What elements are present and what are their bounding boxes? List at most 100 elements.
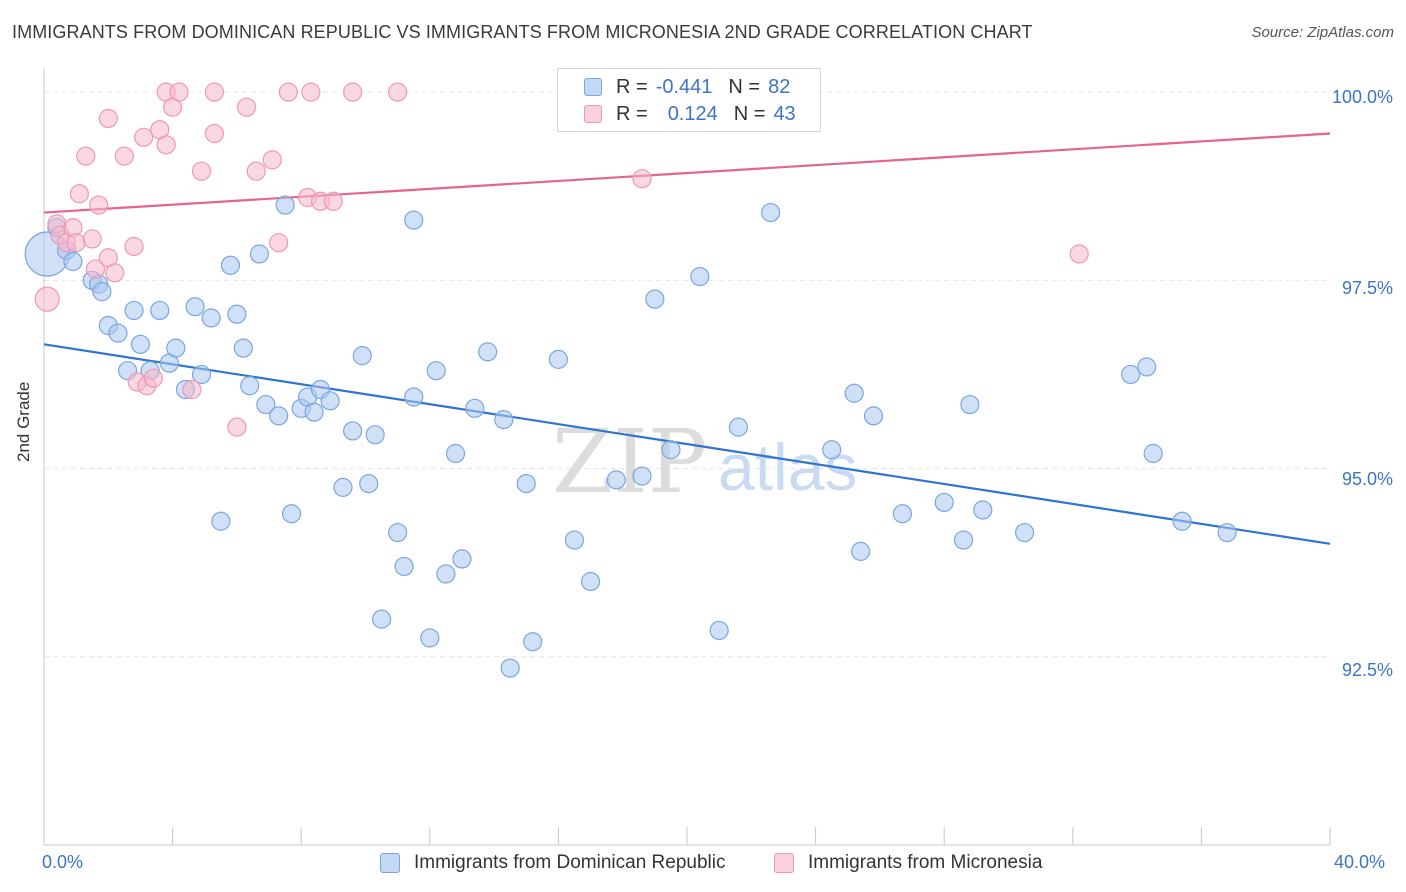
data-point-dominican [661, 440, 681, 460]
legend-item-dominican[interactable]: Immigrants from Dominican Republic [380, 852, 726, 874]
data-point-dominican [465, 398, 485, 418]
data-point-micronesia [227, 417, 247, 437]
data-point-dominican [632, 466, 652, 486]
data-point-dominican [320, 391, 340, 411]
data-point-dominican [863, 406, 884, 426]
data-point-dominican [201, 308, 221, 328]
data-point-micronesia [69, 184, 89, 204]
legend-r-label: R = [616, 75, 648, 98]
data-point-dominican [240, 376, 260, 396]
data-point-dominican [1121, 364, 1141, 385]
data-point-dominican [256, 394, 276, 415]
data-point-micronesia [191, 161, 212, 181]
y-tick-label-100: 100.0% [1331, 87, 1393, 107]
data-point-dominican [63, 251, 83, 272]
data-point-dominican [343, 421, 363, 441]
data-point-dominican [548, 349, 569, 369]
data-point-micronesia [182, 379, 202, 400]
data-point-dominican [275, 195, 295, 215]
data-point-dominican [892, 504, 913, 524]
data-point-dominican [130, 334, 151, 354]
series-legend: Immigrants from Dominican Republic Immig… [0, 852, 1406, 878]
legend-row-dominican: R = -0.441 N = 82 [584, 75, 790, 99]
data-point-dominican [352, 346, 372, 366]
watermark-zip: ZIP [552, 410, 707, 513]
data-point-micronesia [236, 97, 257, 117]
legend-r-value: -0.441 [655, 75, 713, 98]
data-point-dominican [844, 383, 864, 403]
data-point-micronesia [246, 161, 266, 181]
data-points [24, 82, 1237, 678]
data-point-dominican [606, 470, 626, 490]
data-point-micronesia [278, 82, 298, 102]
data-point-dominican [564, 530, 585, 550]
data-point-micronesia [323, 191, 343, 211]
legend-n-label: N = [733, 102, 766, 125]
data-point-dominican [960, 394, 980, 415]
data-point-dominican [227, 304, 247, 324]
data-point-micronesia [98, 108, 118, 129]
y-axis-label: 2nd Grade [14, 381, 33, 462]
data-point-dominican [333, 477, 353, 497]
trend-line-dominican [43, 343, 1331, 545]
data-point-dominican [185, 297, 205, 317]
data-point-dominican [394, 556, 414, 577]
data-point-dominican [690, 266, 710, 287]
data-point-dominican [220, 255, 241, 275]
data-point-dominican [728, 417, 749, 437]
data-point-dominican [516, 474, 536, 494]
legend-item-micronesia[interactable]: Immigrants from Micronesia [774, 852, 1042, 874]
data-point-dominican [281, 504, 302, 524]
x-tick-label-min: 0.0% [42, 852, 84, 872]
legend-swatch-pink [584, 105, 602, 123]
data-point-micronesia [89, 195, 109, 215]
data-point-micronesia [1069, 244, 1089, 264]
data-point-dominican [494, 410, 514, 430]
watermark: ZIP atlas [552, 410, 857, 513]
legend-swatch-blue [380, 853, 400, 873]
data-point-micronesia [34, 286, 60, 312]
data-point-micronesia [269, 233, 289, 253]
data-point-dominican [365, 425, 385, 445]
y-tick-label-97-5: 97.5% [1341, 278, 1393, 298]
trend-lines [43, 132, 1331, 545]
data-point-dominican [580, 571, 601, 592]
legend-swatch-blue [584, 78, 602, 96]
data-point-dominican [953, 530, 974, 550]
legend-swatch-pink [774, 853, 794, 873]
stats-legend: R = -0.441 N = 82 R = 0.124 N = 43 [557, 68, 821, 132]
legend-r-value: 0.124 [667, 102, 718, 125]
data-point-dominican [934, 492, 954, 513]
data-point-dominican [420, 628, 440, 648]
data-point-dominican [166, 338, 186, 358]
data-point-micronesia [632, 169, 652, 189]
data-point-dominican [760, 202, 781, 223]
y-tick-label-92-5: 92.5% [1341, 660, 1393, 680]
data-point-dominican [191, 364, 212, 385]
data-point-dominican [1217, 522, 1237, 543]
data-point-dominican [233, 338, 253, 358]
data-point-micronesia [134, 127, 154, 147]
data-point-dominican [92, 282, 112, 302]
data-point-dominican [709, 620, 729, 641]
legend-n-label: N = [728, 75, 761, 98]
data-point-dominican [426, 361, 446, 381]
data-point-dominican [388, 522, 408, 543]
data-point-micronesia [156, 135, 176, 155]
data-point-micronesia [204, 82, 224, 102]
data-point-dominican [445, 443, 466, 464]
data-point-micronesia [143, 368, 163, 388]
data-point-micronesia [169, 82, 189, 102]
data-point-dominican [1014, 522, 1035, 543]
data-point-dominican [973, 500, 993, 520]
data-point-dominican [371, 609, 392, 629]
data-point-dominican [822, 440, 842, 460]
x-tick-label-max: 40.0% [1334, 852, 1386, 872]
data-point-micronesia [343, 82, 363, 102]
data-point-dominican [404, 387, 424, 407]
data-point-dominican [249, 244, 270, 264]
legend-r-label: R = [616, 102, 648, 125]
data-point-micronesia [76, 146, 96, 166]
data-point-dominican [436, 564, 456, 584]
